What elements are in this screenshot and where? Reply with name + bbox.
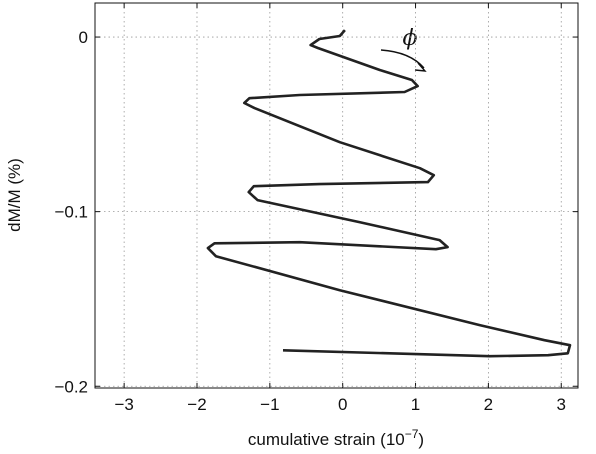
x-tick-label: 2 — [484, 395, 493, 414]
plot-frame — [94, 2, 579, 389]
x-axis-label: cumulative strain (10−7) — [248, 427, 424, 449]
x-tick-label: 3 — [557, 395, 566, 414]
annotation: ϕ — [403, 26, 418, 51]
y-tick-label: 0 — [79, 28, 88, 47]
x-tick-label: −2 — [187, 395, 206, 414]
data-line — [206, 29, 572, 358]
x-axis-label-end: ) — [418, 430, 424, 449]
y-axis-label: dM/M (%) — [5, 158, 24, 232]
x-axis-label-text: cumulative strain (10 — [248, 430, 405, 449]
x-tick-label: −3 — [114, 395, 133, 414]
y-tick-label: −0.2 — [54, 377, 88, 396]
annotation-arrowhead — [414, 62, 427, 72]
annotation-arrow — [380, 49, 425, 69]
x-tick-label: −1 — [260, 395, 279, 414]
x-tick-label: 0 — [338, 395, 347, 414]
x-axis-label-exponent: −7 — [405, 427, 419, 441]
y-tick-label: −0.1 — [54, 203, 88, 222]
x-tick-label: 1 — [411, 395, 420, 414]
